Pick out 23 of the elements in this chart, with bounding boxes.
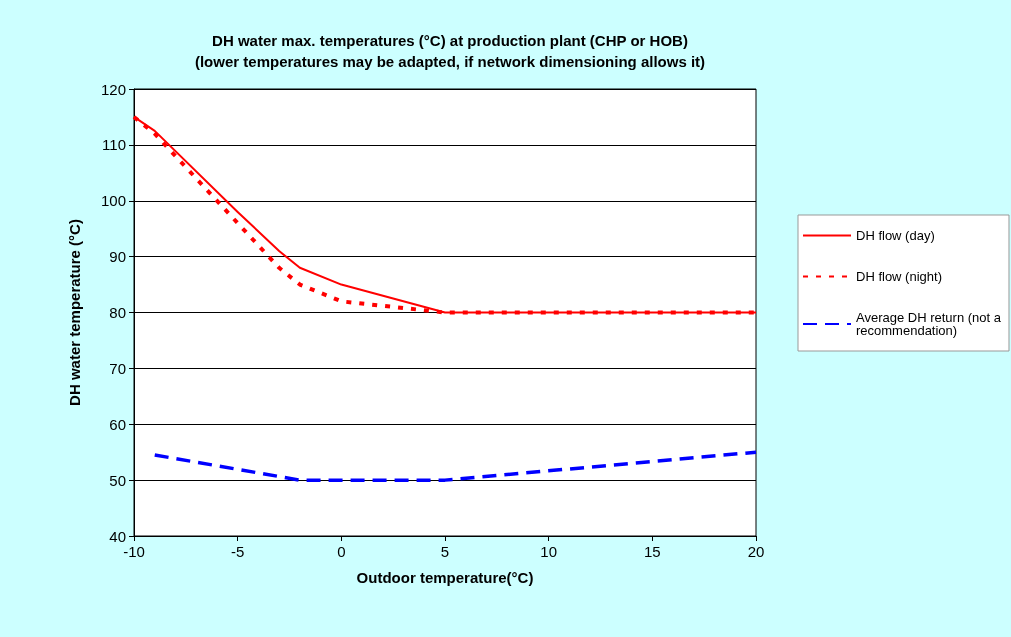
y-tick-label: 60 (109, 415, 126, 433)
y-axis-title: DH water temperature (°C) (66, 219, 83, 406)
chart-subtitle: (lower temperatures may be adapted, if network dimensioning allows it) (194, 53, 706, 70)
x-tick-label: 0 (337, 543, 346, 560)
y-tick-label: 100 (100, 192, 126, 210)
y-tick-label: 110 (102, 136, 126, 154)
legend-label: Average DH return (not a recommendation) (856, 310, 1002, 338)
legend-label: DH flow (night) (856, 269, 942, 284)
y-tick-label: 70 (109, 359, 126, 377)
y-tick-label: 120 (100, 80, 126, 98)
x-tick-label: 20 (747, 543, 765, 560)
y-tick-label: 80 (109, 304, 126, 321)
legend-label: DH flow (day) (856, 228, 935, 243)
x-tick-label: 10 (540, 543, 558, 560)
y-tick-label: 40 (109, 527, 126, 545)
x-tick-label: -5 (230, 543, 245, 560)
x-tick-label: 15 (643, 543, 661, 560)
y-tick-label: 50 (109, 471, 126, 489)
chart-title: DH water max. temperatures (°C) at production plant (CHP or HOB) (212, 32, 688, 49)
y-tick-label: 90 (109, 248, 126, 266)
x-tick-label: 5 (440, 543, 450, 560)
x-axis-title: Outdoor temperature(°C) (356, 569, 534, 586)
x-tick-label: -10 (123, 543, 145, 560)
